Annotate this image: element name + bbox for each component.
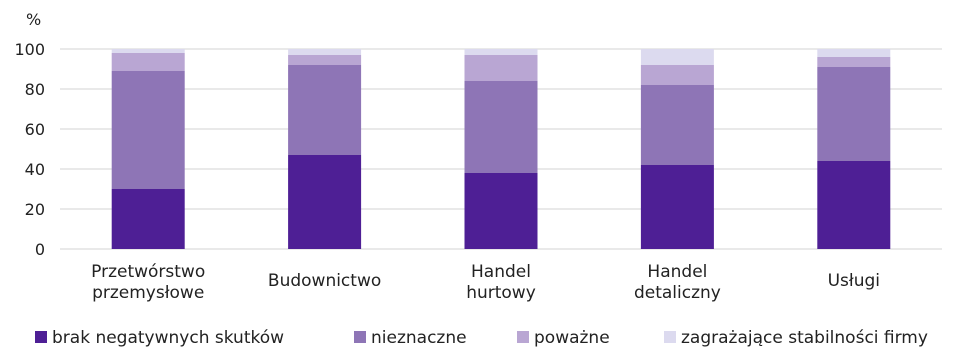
y-tick-label: 80 <box>25 80 45 99</box>
bar-segment <box>288 65 362 155</box>
y-tick-label: 40 <box>25 160 45 179</box>
legend-swatch <box>35 331 47 343</box>
y-axis-unit: % <box>26 10 41 29</box>
bar-segment <box>640 85 714 165</box>
bar-segment <box>111 53 185 71</box>
x-axis-categories: Przetwórstwo przemysłowe Budownictwo Handel… <box>91 262 880 303</box>
bar-segment <box>817 161 891 249</box>
y-tick-label: 0 <box>35 240 45 259</box>
bar-segment <box>288 155 362 249</box>
bar-segment <box>464 173 538 249</box>
x-category-label: Handel detaliczny <box>634 262 721 303</box>
bar-segment <box>464 81 538 173</box>
bar-segment <box>464 49 538 55</box>
bar-segment <box>640 49 714 65</box>
bar-segment <box>111 189 185 249</box>
legend-label: nieznaczne <box>371 328 467 348</box>
bar-segment <box>817 67 891 161</box>
x-category-label: Usługi <box>828 271 880 291</box>
y-axis-ticks: 0 20 40 60 80 100 <box>14 40 45 259</box>
bar-segment <box>288 55 362 65</box>
legend-label: poważne <box>534 328 610 348</box>
bar-segment <box>288 49 362 55</box>
bar-segment <box>111 49 185 53</box>
x-category-label: Budownictwo <box>268 271 381 291</box>
y-tick-label: 20 <box>25 200 45 219</box>
legend-swatch <box>517 331 529 343</box>
bar-segment <box>817 57 891 67</box>
y-tick-label: 100 <box>14 40 45 59</box>
x-category-label: Przetwórstwo przemysłowe <box>91 262 205 303</box>
bar-segment <box>640 165 714 249</box>
legend-swatch <box>354 331 366 343</box>
bars <box>111 49 891 249</box>
legend-swatch <box>664 331 676 343</box>
bar-segment <box>111 71 185 189</box>
x-category-label: Handel hurtowy <box>466 262 536 303</box>
legend-label: brak negatywnych skutków <box>52 328 284 348</box>
bar-segment <box>464 55 538 81</box>
legend-label: zagrażające stabilności firmy <box>681 328 928 348</box>
bar-segment <box>817 49 891 57</box>
y-tick-label: 60 <box>25 120 45 139</box>
legend: brak negatywnych skutków nieznaczne poważn… <box>35 328 928 348</box>
bar-segment <box>640 65 714 85</box>
